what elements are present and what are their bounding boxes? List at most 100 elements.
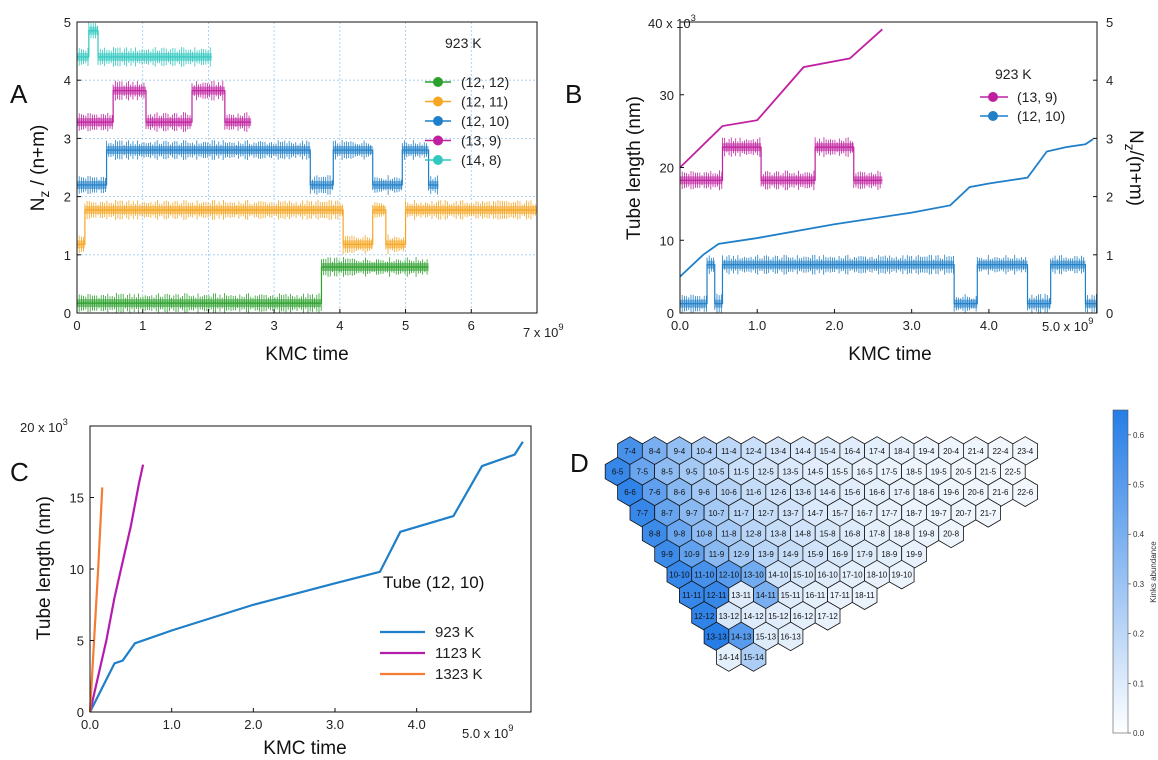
hex-label: 14-10 [768,571,789,580]
panel-a: 0 1 2 3 4 5 6 0 1 2 3 4 5 7 x 109 KMC time Nz / (n+m) 92… [10,15,564,365]
hex-label: 12-6 [770,488,787,497]
panel-a-tick-label-y: 1 [64,248,71,263]
hex-label: 15-9 [807,550,824,559]
hex-label: 9-5 [686,468,698,477]
hex-label: 19-6 [943,488,960,497]
hex-label: 20-5 [955,468,972,477]
panel-b-step-band [853,176,883,185]
hex-label: 7-5 [637,468,649,477]
panel-a-series-band [77,240,85,249]
hex-label: 13-9 [758,550,775,559]
panel-b-step-band [714,299,723,308]
panel-a-tick-label-x: 6 [468,318,475,333]
hex-label: 15-8 [820,529,837,538]
hex-label: 19-9 [906,550,923,559]
hex-label: 17-5 [881,468,898,477]
hex-label: 11-7 [733,509,749,518]
panel-b-tick-label-x: 4.0 [980,318,998,333]
hex-label: 13-10 [743,571,764,580]
hex-label: 11-8 [721,529,737,538]
panel-a-legend-marker [433,77,443,87]
hex-label: 13-5 [782,468,799,477]
panel-c-xlabel: KMC time [263,738,346,759]
hex-label: 8-5 [661,468,673,477]
hex-label: 16-9 [832,550,849,559]
hex-label: 14-4 [795,447,812,456]
hex-label: 16-12 [793,612,814,621]
hex-label: 14-12 [743,612,764,621]
panel-b-ylabel-right: Nz/(n+m) [1122,130,1146,206]
hex-label: 21-5 [980,468,997,477]
panel-a-xlabel: KMC time [265,344,348,365]
panel-label-a: A [10,79,28,109]
panel-a-legend-marker [433,116,443,126]
hex-label: 15-5 [832,468,849,477]
hex-label: 20-8 [943,529,960,538]
panel-a-tick-label-x: 4 [336,318,343,333]
hex-label: 19-10 [891,571,912,580]
hex-label: 11-6 [746,488,762,497]
panel-d: 7-4 8-4 9-4 10-4 11-4 12-4 13-4 14-4 15-4 16-4 17-… [570,409,1158,738]
panel-a-series-band [310,180,334,189]
hex-label: 12-8 [745,529,762,538]
panel-a-series-step-line [77,149,439,186]
panel-a-tick-label-x: 1 [139,318,146,333]
panel-b-legend-marker [988,111,998,121]
hex-label: 10-6 [721,488,738,497]
hex-cell [814,601,841,631]
hex-label: 6-5 [612,468,624,477]
hex-label: 10-5 [708,468,725,477]
hex-label: 14-6 [820,488,837,497]
panel-a-series-band [113,86,146,95]
hex-label: 11-9 [709,550,725,559]
hex-label: 15-10 [793,571,814,580]
hex-label: 12-7 [758,509,775,518]
hex-label: 19-5 [931,468,948,477]
panel-c-series-line [88,464,145,713]
hex-label: 20-7 [955,509,972,518]
hex-label: 13-13 [706,632,727,641]
panel-b-y-exponent: 40 x 103 [648,13,696,31]
panel-a-tick-label-y: 0 [64,306,71,321]
panel-b-step-band [722,143,762,152]
panel-a-legend-label: (12, 10) [461,113,509,129]
hex-label: 18-4 [894,447,911,456]
hex-label: 7-7 [637,509,649,518]
panel-label-b: B [565,79,582,109]
hex-label: 16-7 [857,509,874,518]
hex-label: 16-11 [805,591,825,600]
colorbar-tick-label: 0.0 [1133,729,1145,738]
hex-label: 15-12 [768,612,789,621]
panel-c-tick-label-x: 3.0 [326,717,344,732]
panel-c-tick-label-y: 5 [77,634,84,649]
hex-label: 16-4 [844,447,861,456]
hex-label: 20-4 [943,447,960,456]
hex-cell [938,518,964,549]
hex-label: 9-9 [661,550,673,559]
hex-label: 14-13 [731,632,752,641]
hex-label: 21-4 [968,447,985,456]
hex-label: 12-12 [694,612,715,621]
panel-b-tick-label-y-right: 2 [1106,190,1113,205]
panel-a-legend-title: 923 K [445,35,482,51]
panel-a-legend-label: (13, 9) [461,133,501,149]
panel-b-length-line [679,28,883,169]
hex-cell [740,642,767,672]
panel-b-step-band [1027,299,1051,308]
hex-label: 19-8 [918,529,935,538]
hex-label: 17-4 [869,447,886,456]
hex-label: 15-13 [756,632,777,641]
hex-label: 15-4 [820,447,837,456]
panel-b-tick-label-y: 0 [667,306,674,321]
panel-b-step-band [954,299,978,308]
panel-b-step-band [761,176,816,185]
hex-label: 18-7 [906,509,923,518]
panel-c-series-line [89,441,524,713]
hex-label: 14-8 [795,529,812,538]
hex-label: 22-4 [992,447,1009,456]
hex-label: 18-11 [855,591,875,600]
hex-label: 10-7 [708,509,725,518]
hex-label: 13-6 [795,488,812,497]
hex-label: 15-11 [781,591,801,600]
